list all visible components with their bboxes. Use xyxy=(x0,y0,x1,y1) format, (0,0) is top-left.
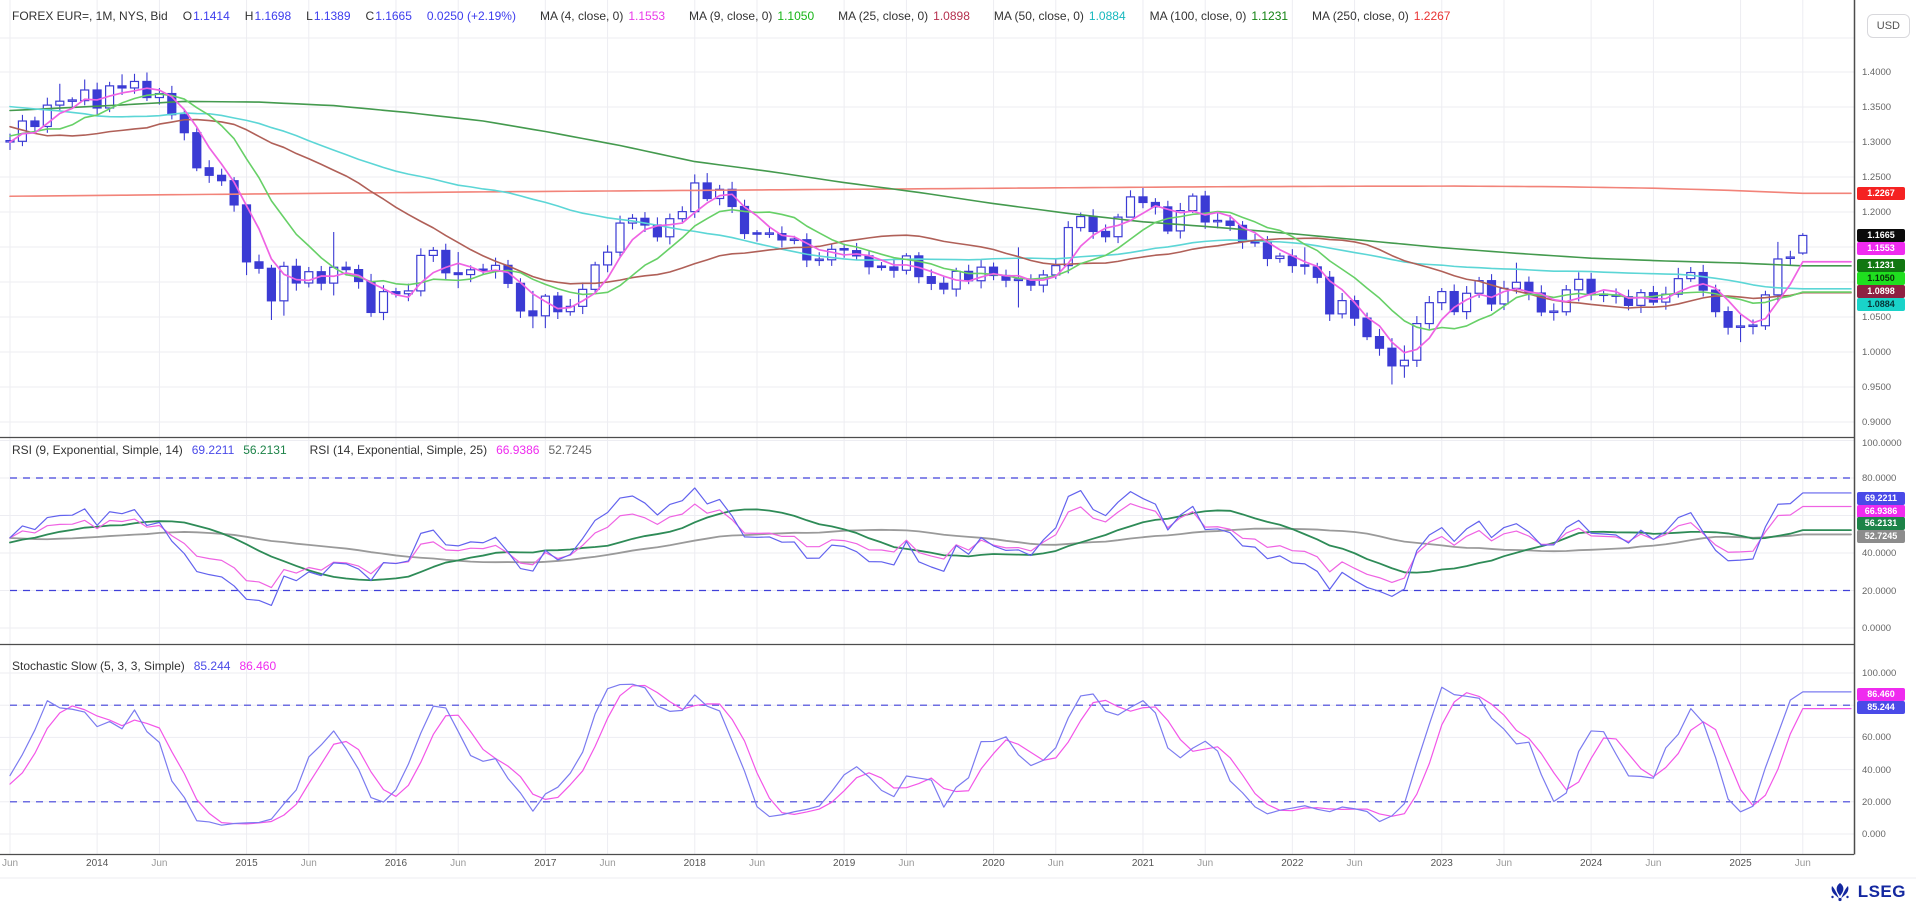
rsi-tick: 80.0000 xyxy=(1862,473,1897,484)
time-axis-label-year: 2023 xyxy=(1430,858,1453,869)
axis-badge: 1.0884 xyxy=(1857,297,1905,311)
axis-badge: 1.0898 xyxy=(1857,284,1905,298)
currency-axis-button[interactable]: USD xyxy=(1866,14,1910,38)
time-axis-label-year: 2022 xyxy=(1281,858,1304,869)
rsi-tick: 20.0000 xyxy=(1862,585,1897,597)
rsi-legend[interactable]: RSI (9, Exponential, Simple, 14) 69.2211… xyxy=(12,443,592,457)
ma-legend-9[interactable]: MA (9, close, 0) 1.1050 xyxy=(689,9,815,23)
price-tick: 0.9500 xyxy=(1862,382,1892,393)
stoch-tick: 20.000 xyxy=(1862,796,1892,808)
ma-legend-4[interactable]: MA (4, close, 0) 1.1553 xyxy=(539,9,666,23)
time-axis-label-jun: Jun xyxy=(1,858,19,869)
stoch-tick: 60.000 xyxy=(1862,732,1892,744)
axis-badge: 69.2211 xyxy=(1857,491,1905,505)
stochastic-legend[interactable]: Stochastic Slow (5, 3, 3, Simple) 85.244… xyxy=(12,659,277,673)
stoch-d-value: 86.460 xyxy=(239,659,277,673)
price-tick: 1.2000 xyxy=(1862,207,1892,218)
price-tick: 1.3500 xyxy=(1862,102,1892,113)
open-field: O 1.1414 xyxy=(182,9,230,23)
axis-badge: 1.2267 xyxy=(1857,186,1905,200)
time-axis-label-jun: Jun xyxy=(1645,858,1662,869)
lseg-crest-icon xyxy=(1831,883,1849,902)
price-tick: 0.9000 xyxy=(1862,417,1892,428)
axis-badge: 85.244 xyxy=(1857,701,1905,715)
time-axis-label-jun: Jun xyxy=(450,858,467,869)
rsi-tick: 40.0000 xyxy=(1862,548,1897,559)
time-axis-label-jun: Jun xyxy=(1495,858,1513,869)
price-tick: 1.4000 xyxy=(1862,67,1892,78)
time-axis-label-year: 2021 xyxy=(1131,858,1155,869)
price-tick: 1.2500 xyxy=(1862,172,1892,183)
chart-legend-bar: FOREX EUR=, 1M, NYS, Bid O 1.1414 H 1.1698… xyxy=(12,9,1450,23)
ma-legend-100[interactable]: MA (100, close, 0) 1.1231 xyxy=(1149,9,1289,23)
time-axis-label-jun: Jun xyxy=(898,858,915,869)
axis-badge: 56.2131 xyxy=(1857,517,1905,531)
stoch-tick: 0.000 xyxy=(1862,829,1886,840)
price-tick: 1.0000 xyxy=(1862,347,1892,358)
time-axis-label-jun: Jun xyxy=(151,858,168,869)
time-axis-label-jun: Jun xyxy=(1794,858,1811,869)
axis-badge: 1.1553 xyxy=(1857,241,1905,255)
time-axis-label-jun: Jun xyxy=(599,858,616,869)
time-axis-label-jun: Jun xyxy=(1346,858,1363,869)
time-axis-label-year: 2019 xyxy=(833,858,856,869)
time-axis-label-year: 2020 xyxy=(982,858,1005,869)
time-axis-label-year: 2015 xyxy=(235,858,258,869)
axis-badge: 1.1050 xyxy=(1857,272,1905,286)
low-field: L 1.1389 xyxy=(306,9,351,23)
time-axis-label-year: 2017 xyxy=(534,858,557,869)
time-axis-label-jun: Jun xyxy=(1197,858,1214,869)
stoch-k-value: 85.244 xyxy=(193,659,231,673)
price-tick: 1.3000 xyxy=(1862,137,1892,148)
time-axis-label-year: 2025 xyxy=(1729,858,1752,869)
time-axis-label-jun: Jun xyxy=(300,858,317,869)
high-field: H 1.1698 xyxy=(244,9,292,23)
axis-badge: 1.1665 xyxy=(1857,228,1905,242)
lseg-logo[interactable]: LSEG xyxy=(1828,882,1906,902)
time-axis-label-year: 2018 xyxy=(683,858,706,869)
rsi14-value: 66.9386 xyxy=(496,443,540,457)
rsi-tick: 0.0000 xyxy=(1862,623,1892,634)
close-field: C 1.1665 xyxy=(365,9,412,23)
rsi9-signal-value: 56.2131 xyxy=(243,443,287,457)
ma-legend-50[interactable]: MA (50, close, 0) 1.0884 xyxy=(993,9,1126,23)
rsi-tick: 100.0000 xyxy=(1862,438,1902,449)
time-axis-label-jun: Jun xyxy=(1047,858,1064,869)
instrument-title[interactable]: FOREX EUR=, 1M, NYS, Bid xyxy=(12,9,168,23)
stoch-tick: 40.000 xyxy=(1862,764,1892,776)
axis-badge: 86.460 xyxy=(1857,688,1905,702)
price-tick: 1.0500 xyxy=(1862,312,1892,323)
rsi14-signal-value: 52.7245 xyxy=(548,443,592,457)
axis-badge: 1.1231 xyxy=(1857,259,1905,273)
stoch-tick: 100.000 xyxy=(1862,668,1897,679)
rsi9-value: 69.2211 xyxy=(191,443,235,457)
time-axis-label-jun: Jun xyxy=(748,858,766,869)
time-axis-label-year: 2014 xyxy=(86,858,109,869)
change-field: 0.0250 (+2.19%) xyxy=(426,9,516,23)
time-axis-label-year: 2024 xyxy=(1580,858,1603,869)
ma-legend-25[interactable]: MA (25, close, 0) 1.0898 xyxy=(838,9,970,23)
axis-badge: 52.7245 xyxy=(1857,530,1905,544)
axis-badge: 66.9386 xyxy=(1857,504,1905,518)
time-axis-label-year: 2016 xyxy=(384,858,408,869)
ma-legend-250[interactable]: MA (250, close, 0) 1.2267 xyxy=(1312,9,1451,23)
